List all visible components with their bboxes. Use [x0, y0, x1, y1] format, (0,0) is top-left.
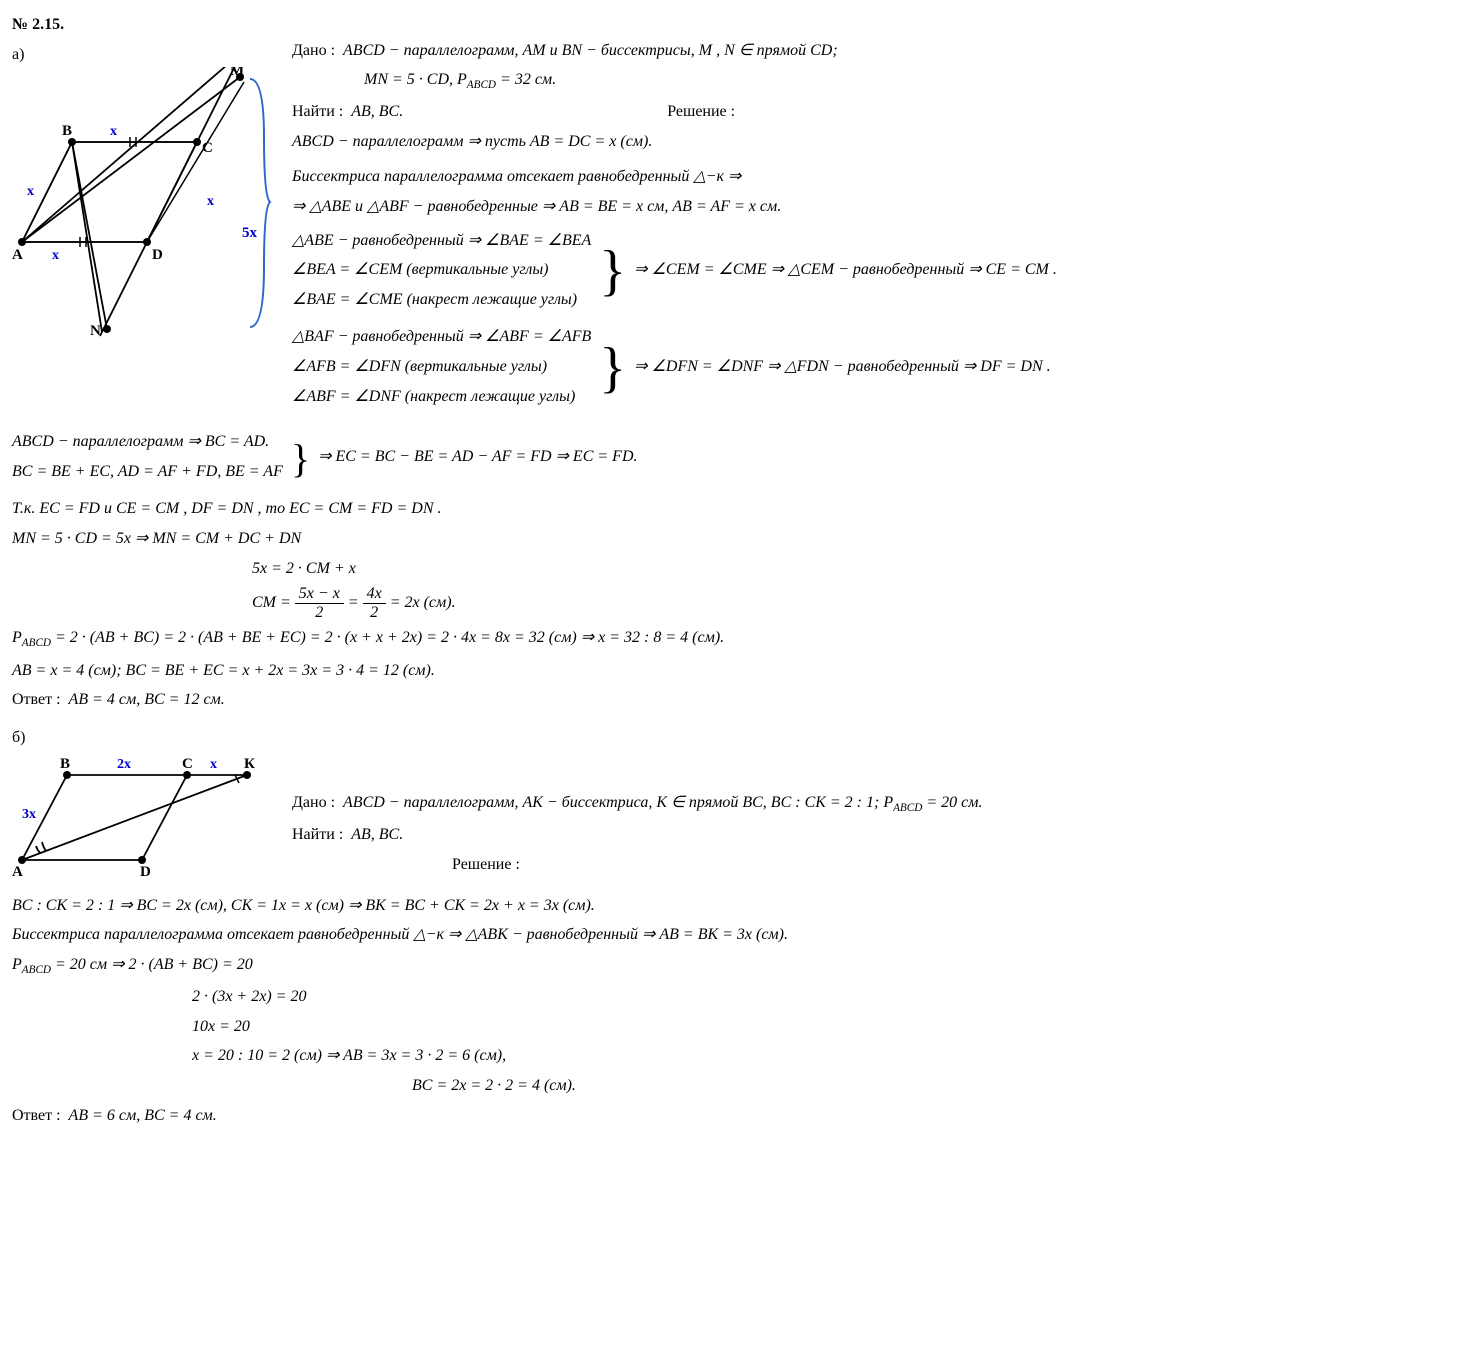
- line-s6: 5x = 2 · CM + x: [252, 556, 1472, 582]
- line-s7: CM = 5x − x2 = 4x2 = 2x (см).: [252, 585, 1472, 621]
- svg-text:x: x: [52, 248, 59, 263]
- answer-a: Ответ : AB = 4 см, BC = 12 см.: [12, 687, 1472, 713]
- svg-text:5x: 5x: [242, 225, 258, 241]
- svg-text:D: D: [152, 247, 163, 263]
- svg-text:x: x: [210, 757, 217, 772]
- svg-text:C: C: [202, 140, 213, 156]
- part-b-given: Дано : ABCD − параллелограмм, AК − биссе…: [292, 750, 1472, 881]
- line-s8: PABCD = 2 · (AB + BC) = 2 · (AB + BE + E…: [12, 625, 1472, 653]
- b-s7: BC = 2x = 2 · 2 = 4 (см).: [412, 1073, 1472, 1099]
- b-s1: BC : CК = 2 : 1 ⇒ BC = 2x (см), CК = 1x …: [12, 893, 1472, 919]
- b-s6: x = 20 : 10 = 2 (см) ⇒ AB = 3x = 3 · 2 =…: [192, 1043, 1472, 1069]
- svg-text:К: К: [244, 756, 255, 772]
- part-a-text: Дано : ABCD − параллелограмм, AM и BN − …: [292, 38, 1472, 422]
- svg-text:N: N: [90, 323, 101, 339]
- svg-text:B: B: [62, 123, 72, 139]
- diagram-b: A B C D К 2x x 3x: [12, 750, 272, 889]
- group-3: ABCD − параллелограмм ⇒ BC = AD. BC = BE…: [12, 429, 1472, 488]
- svg-text:D: D: [140, 864, 151, 880]
- svg-text:x: x: [207, 194, 214, 209]
- b-s4: 2 · (3x + 2x) = 20: [192, 984, 1472, 1010]
- svg-text:3x: 3x: [22, 807, 36, 822]
- part-b-label: б): [12, 725, 1472, 751]
- line-s9: AB = x = 4 (см); BC = BE + EC = x + 2x =…: [12, 658, 1472, 684]
- svg-text:C: C: [182, 756, 193, 772]
- line-s4: Т.к. EC = FD и CE = CM , DF = DN , то EC…: [12, 496, 1472, 522]
- line-s5: MN = 5 · CD = 5x ⇒ MN = CM + DC + DN: [12, 526, 1472, 552]
- answer-b: Ответ : AB = 6 см, BC = 4 см.: [12, 1103, 1472, 1129]
- part-a-label: а): [12, 42, 272, 68]
- svg-text:A: A: [12, 864, 23, 880]
- svg-text:x: x: [27, 184, 34, 199]
- svg-text:M: M: [230, 67, 244, 79]
- svg-text:2x: 2x: [117, 757, 131, 772]
- svg-text:B: B: [60, 756, 70, 772]
- svg-text:x: x: [110, 124, 117, 139]
- b-s2: Биссектриса параллелограмма отсекает рав…: [12, 922, 1472, 948]
- problem-number: № 2.15.: [12, 12, 1472, 38]
- diagram-a: а): [12, 38, 272, 366]
- b-s5: 10x = 20: [192, 1014, 1472, 1040]
- svg-text:A: A: [12, 247, 23, 263]
- b-s3: PABCD = 20 см ⇒ 2 · (AB + BC) = 20: [12, 952, 1472, 980]
